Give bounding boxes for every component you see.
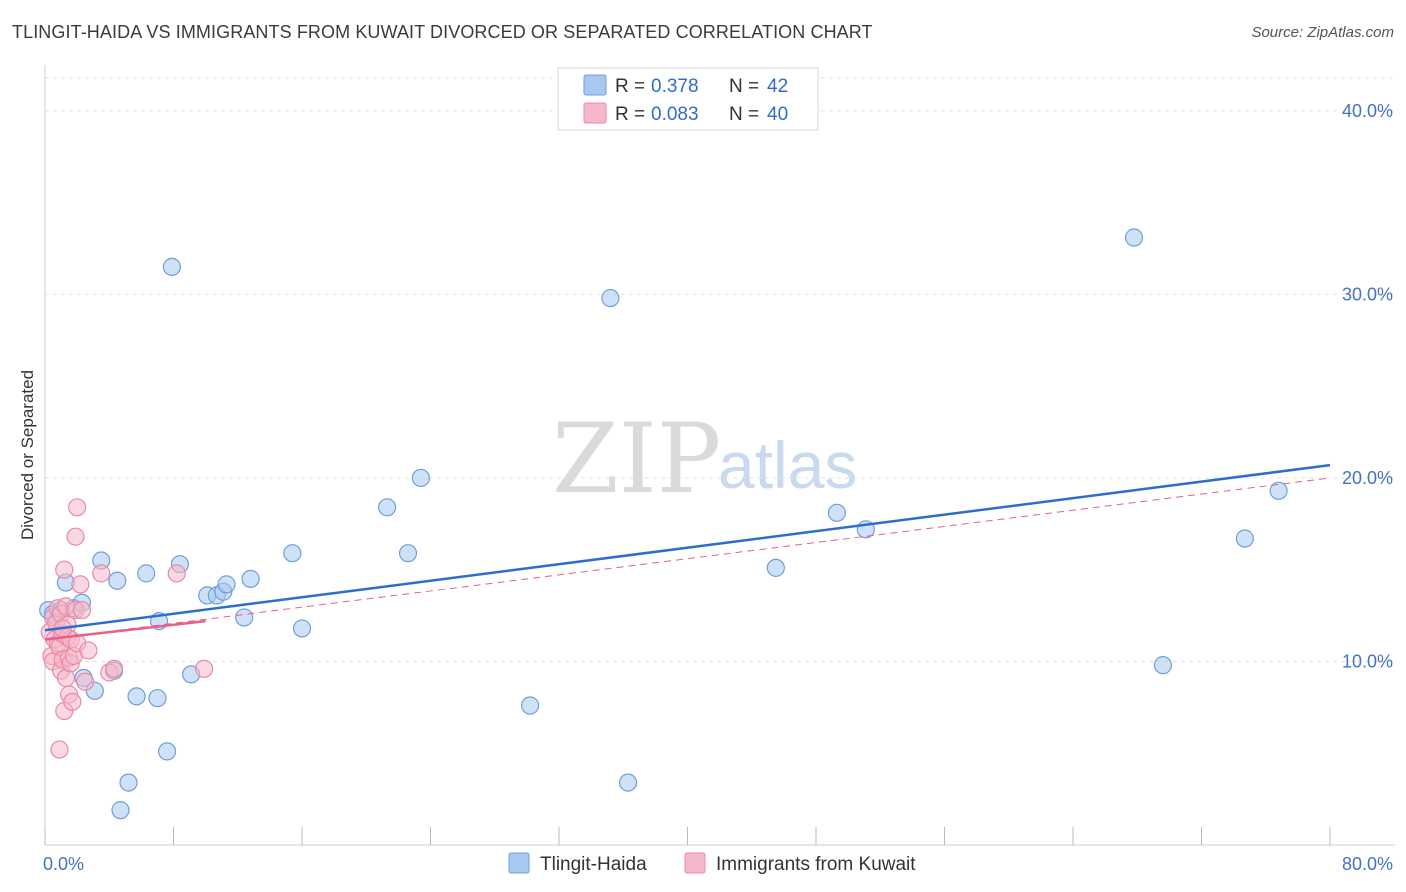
tlingit-point-40 [1235, 529, 1254, 548]
stats-legend: R = 0.378 N = 42 R = 0.083 N = 40 [557, 67, 819, 131]
kuwait-point-28 [68, 498, 87, 517]
tlingit-point-15 [148, 689, 167, 708]
tlingit-point-35 [766, 558, 785, 577]
kuwait-point-30 [71, 575, 90, 594]
tlingit-point-33 [601, 288, 620, 308]
data-points [39, 228, 1288, 820]
source-credit: Source: ZipAtlas.com [1251, 24, 1394, 41]
kuwait-point-34 [92, 564, 111, 583]
tlingit-point-17 [157, 742, 177, 761]
tlingit-point-38 [1124, 228, 1144, 247]
tlingit-point-27 [283, 544, 302, 563]
bottom-legend-swatch-kuwait [684, 852, 706, 874]
tlingit-point-11 [111, 801, 130, 820]
watermark-zip: ZIP [552, 403, 721, 515]
tlingit-point-29 [378, 498, 397, 517]
kuwait-point-15 [55, 560, 74, 579]
kuwait-point-9 [50, 740, 69, 759]
tlingit-point-30 [398, 544, 418, 563]
trend-line-0 [44, 463, 1331, 632]
watermark-atlas: atlas [718, 428, 857, 502]
kuwait-point-38 [194, 659, 214, 678]
legend-r-label-2: R = [615, 104, 645, 125]
kuwait-point-33 [79, 641, 98, 660]
tlingit-point-14 [137, 564, 156, 583]
legend-n-value-1: 42 [767, 76, 788, 97]
kuwait-point-37 [167, 564, 186, 583]
tlingit-point-39 [1153, 656, 1173, 675]
legend-swatch-kuwait [583, 102, 607, 124]
tick-labels: 10.0% 20.0% 30.0% 40.0% 0.0% 80.0% [43, 101, 1393, 874]
tlingit-point-34 [618, 773, 638, 792]
bottom-legend-swatch-tlingit [508, 852, 530, 874]
kuwait-point-36 [104, 659, 124, 678]
legend-r-label-1: R = [615, 76, 645, 97]
bottom-legend-label-kuwait: Immigrants from Kuwait [716, 854, 916, 875]
tlingit-point-24 [217, 575, 236, 594]
tlingit-point-26 [241, 569, 260, 588]
y-tick-label-3: 40.0% [1342, 101, 1393, 121]
legend-swatch-tlingit [583, 74, 607, 96]
trend-lines [44, 463, 1331, 641]
axes [44, 65, 1395, 846]
legend-n-label-2: N = [729, 104, 759, 125]
tlingit-point-41 [1269, 481, 1288, 500]
kuwait-point-31 [72, 600, 92, 620]
kuwait-point-32 [76, 672, 95, 691]
bottom-legend-label-tlingit: Tlingit-Haida [540, 854, 647, 875]
y-tick-label-1: 20.0% [1342, 468, 1393, 488]
tlingit-point-36 [827, 503, 846, 522]
chart-title: TLINGIT-HAIDA VS IMMIGRANTS FROM KUWAIT … [12, 22, 873, 42]
y-axis-label: Divorced or Separated [18, 370, 37, 540]
legend-n-value-2: 40 [767, 104, 788, 125]
tlingit-point-13 [127, 687, 146, 706]
kuwait-point-24 [63, 692, 82, 711]
y-tick-label-0: 10.0% [1342, 651, 1393, 671]
tlingit-point-32 [520, 696, 540, 715]
legend-r-value-1: 0.378 [651, 76, 699, 97]
x-tick-label-0: 0.0% [43, 854, 84, 874]
tlingit-point-28 [292, 619, 312, 638]
tlingit-point-31 [411, 468, 430, 488]
x-tick-label-1: 80.0% [1342, 854, 1393, 874]
tlingit-point-10 [108, 571, 127, 590]
tlingit-point-18 [162, 257, 181, 276]
tlingit-point-25 [235, 608, 254, 627]
y-tick-label-2: 30.0% [1342, 284, 1393, 304]
legend-n-label-1: N = [729, 76, 759, 97]
legend-r-value-2: 0.083 [651, 104, 699, 125]
series-legend: Tlingit-Haida Immigrants from Kuwait [508, 852, 916, 875]
kuwait-point-27 [66, 527, 85, 546]
tlingit-point-12 [119, 773, 138, 792]
